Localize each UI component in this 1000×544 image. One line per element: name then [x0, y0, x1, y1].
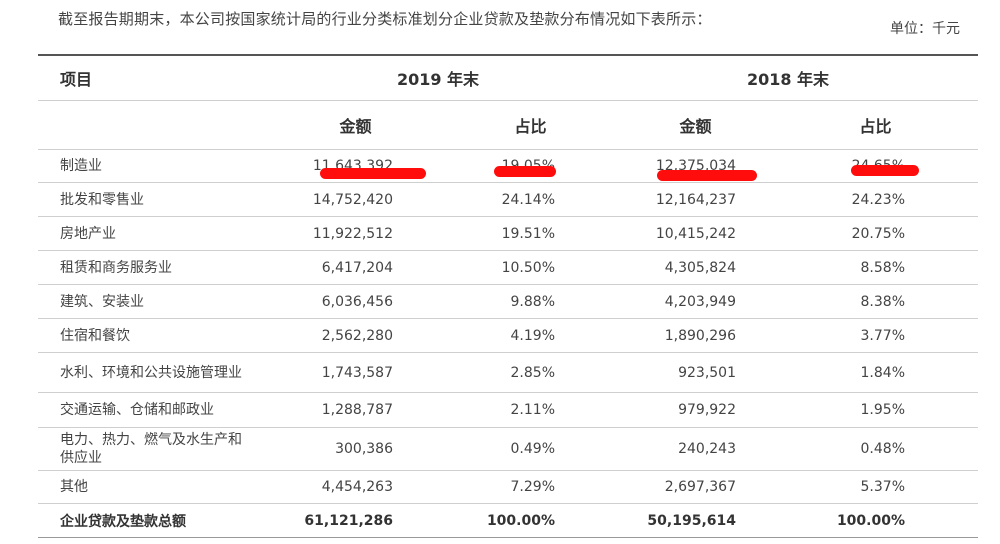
- intro-text: 截至报告期期末，本公司按国家统计局的行业分类标准划分企业贷款及垫款分布情况如下表…: [58, 10, 712, 28]
- header-ratio-2019: 占比: [514, 117, 547, 136]
- industry-label: 水利、环境和公共设施管理业: [60, 364, 242, 381]
- table-row: 租赁和商务服务业 6,417,204 10.50% 4,305,824 8.58%: [38, 251, 978, 285]
- unit-label: 单位：千元: [890, 21, 960, 37]
- ratio-2019: 19.51%: [501, 225, 555, 242]
- amount-2018: 4,203,949: [664, 293, 736, 310]
- amount-2018: 12,164,237: [655, 191, 736, 208]
- total-amount-2018: 50,195,614: [647, 512, 736, 529]
- header-year-2018: 2018 年末: [746, 70, 830, 89]
- amount-2019: 1,743,587: [321, 364, 393, 381]
- industry-label: 租赁和商务服务业: [60, 259, 172, 276]
- table-row: 水利、环境和公共设施管理业 1,743,587 2.85% 923,501 1.84%: [38, 353, 978, 393]
- table-row: 住宿和餐饮 2,562,280 4.19% 1,890,296 3.77%: [38, 319, 978, 353]
- ratio-2018: 8.38%: [860, 293, 905, 310]
- total-ratio-2018: 100.00%: [836, 512, 905, 529]
- ratio-2018: 1.95%: [860, 402, 905, 418]
- ratio-2018: 0.48%: [860, 441, 905, 457]
- amount-2019: 300,386: [335, 441, 393, 457]
- ratio-2019: 2.85%: [510, 364, 555, 381]
- amount-2018: 240,243: [678, 441, 736, 457]
- ratio-2019: 10.50%: [501, 259, 555, 276]
- header-amount-2018: 金额: [679, 117, 712, 136]
- industry-label: 批发和零售业: [60, 191, 144, 208]
- ratio-2019: 2.11%: [510, 402, 555, 418]
- amount-2019: 6,417,204: [321, 259, 393, 276]
- ratio-2019: 0.49%: [510, 441, 555, 457]
- amount-2019: 1,288,787: [321, 402, 393, 418]
- industry-label: 制造业: [60, 158, 102, 174]
- redaction-mark: [851, 165, 919, 176]
- industry-label: 建筑、安装业: [60, 293, 144, 310]
- amount-2018: 979,922: [678, 402, 736, 418]
- amount-2018: 923,501: [678, 364, 736, 381]
- industry-label: 住宿和餐饮: [60, 327, 130, 344]
- total-ratio-2019: 100.00%: [486, 512, 555, 529]
- header-year-2019: 2019 年末: [396, 70, 480, 89]
- ratio-2018: 8.58%: [860, 259, 905, 276]
- ratio-2019: 9.88%: [510, 293, 555, 310]
- ratio-2018: 20.75%: [851, 225, 905, 242]
- industry-label: 其他: [60, 479, 88, 495]
- ratio-2018: 3.77%: [860, 327, 905, 344]
- amount-2019: 11,922,512: [312, 225, 393, 242]
- redaction-mark: [320, 168, 426, 179]
- ratio-2019: 24.14%: [501, 191, 555, 208]
- ratio-2018: 1.84%: [860, 364, 905, 381]
- industry-label: 房地产业: [60, 225, 116, 242]
- ratio-2019: 4.19%: [510, 327, 555, 344]
- amount-2018: 1,890,296: [664, 327, 736, 344]
- total-row: 企业贷款及垫款总额 61,121,286 100.00% 50,195,614 …: [38, 504, 978, 538]
- header-row-years: 项目 2019 年末 2018 年末: [38, 54, 978, 101]
- amount-2019: 6,036,456: [321, 293, 393, 310]
- header-amount-2019: 金额: [339, 117, 372, 136]
- header-ratio-2018: 占比: [859, 117, 892, 136]
- amount-2018: 4,305,824: [664, 259, 736, 276]
- ratio-2018: 24.23%: [851, 191, 905, 208]
- amount-2019: 14,752,420: [312, 191, 393, 208]
- header-row-sub: 金额 占比 金额 占比: [38, 101, 978, 150]
- ratio-2018: 5.37%: [860, 479, 905, 495]
- header-item: 项目: [60, 70, 93, 89]
- redaction-mark: [657, 170, 757, 181]
- industry-label: 电力、热力、燃气及水生产和供应业: [60, 432, 242, 466]
- table-row: 其他 4,454,263 7.29% 2,697,367 5.37%: [38, 471, 978, 504]
- industry-label: 交通运输、仓储和邮政业: [60, 402, 214, 418]
- amount-2018: 10,415,242: [655, 225, 736, 242]
- table-row: 建筑、安装业 6,036,456 9.88% 4,203,949 8.38%: [38, 285, 978, 319]
- table-row: 交通运输、仓储和邮政业 1,288,787 2.11% 979,922 1.95%: [38, 393, 978, 428]
- total-label: 企业贷款及垫款总额: [60, 513, 186, 530]
- loan-distribution-table: 项目 2019 年末 2018 年末 金额 占比 金额 占比 制造业 11,643…: [38, 54, 978, 538]
- amount-2018: 2,697,367: [664, 479, 736, 495]
- amount-2019: 4,454,263: [321, 479, 393, 495]
- redaction-mark: [494, 166, 556, 177]
- table-row: 批发和零售业 14,752,420 24.14% 12,164,237 24.23%: [38, 183, 978, 217]
- total-amount-2019: 61,121,286: [304, 512, 393, 529]
- ratio-2019: 7.29%: [510, 479, 555, 495]
- table-row: 电力、热力、燃气及水生产和供应业 300,386 0.49% 240,243 0.48%: [38, 428, 978, 471]
- amount-2019: 2,562,280: [321, 327, 393, 344]
- table-row: 房地产业 11,922,512 19.51% 10,415,242 20.75%: [38, 217, 978, 251]
